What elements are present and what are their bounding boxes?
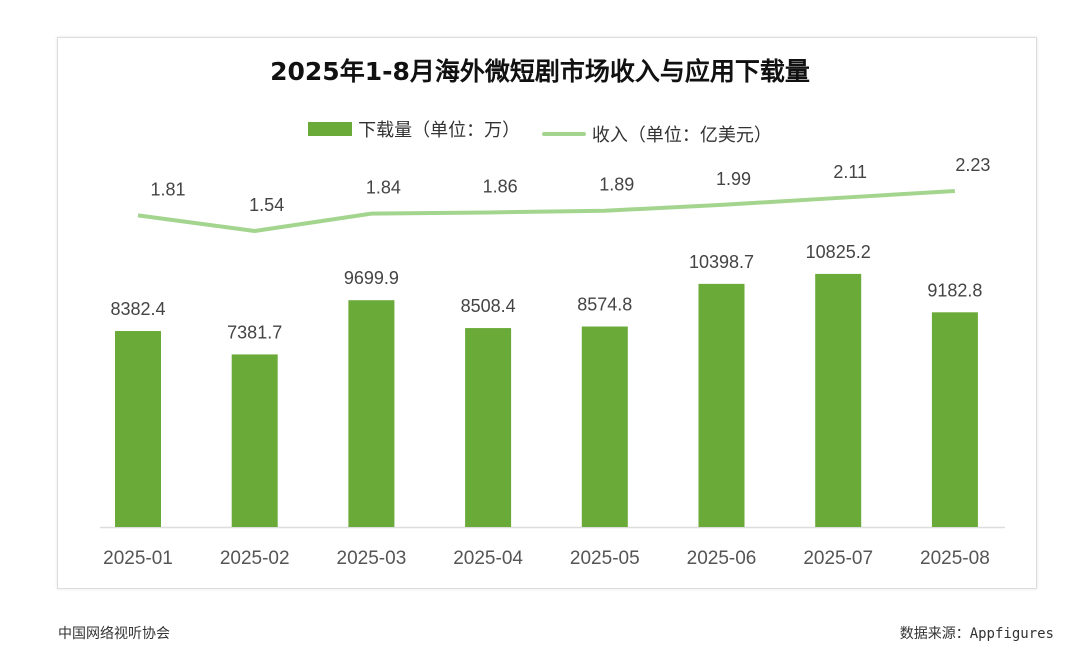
legend-swatch-line (541, 132, 586, 136)
bar-2025-04 (465, 328, 512, 527)
legend-item-revenue: 收入（单位：亿美元） (541, 121, 772, 147)
bar-2025-06 (698, 283, 745, 527)
x-tick-2025-01: 2025-01 (103, 548, 173, 569)
revenue-line (137, 188, 956, 233)
line-label-2025-08: 2.23 (955, 155, 990, 175)
x-tick-2025-06: 2025-06 (687, 548, 757, 569)
bar-label-2025-05: 8574.8 (577, 295, 632, 315)
legend-label-downloads: 下载量（单位：万） (358, 120, 521, 141)
x-tick-2025-05: 2025-05 (570, 548, 640, 569)
line-label-2025-02: 1.54 (249, 195, 284, 215)
bar-2025-03 (348, 300, 395, 527)
legend-swatch-bar (308, 122, 353, 136)
bar-label-2025-06: 10398.7 (689, 252, 754, 272)
footer-org: 中国网络视听协会 (58, 626, 170, 642)
bar-label-2025-03: 9699.9 (344, 268, 399, 288)
x-tick-2025-08: 2025-08 (920, 548, 990, 569)
bar-2025-02 (231, 354, 278, 527)
chart-frame (57, 37, 1037, 589)
bar-2025-05 (581, 326, 628, 527)
bar-label-2025-01: 8382.4 (110, 299, 165, 319)
line-label-2025-06: 1.99 (716, 169, 751, 189)
line-label-2025-04: 1.86 (483, 176, 518, 196)
line-label-2025-05: 1.89 (599, 175, 634, 195)
chart-title: 2025年1-8月海外微短剧市场收入与应用下载量 (270, 57, 810, 86)
legend-label-revenue: 收入（单位：亿美元） (591, 125, 772, 146)
bar-2025-08 (931, 312, 978, 527)
line-label-2025-03: 1.84 (366, 178, 401, 198)
bar-label-2025-08: 9182.8 (927, 280, 982, 300)
bar-label-2025-07: 10825.2 (806, 242, 871, 262)
legend: 下载量（单位：万） 收入（单位：亿美元） (0, 116, 1080, 147)
bar-2025-07 (815, 273, 862, 527)
bar-2025-01 (115, 331, 161, 527)
x-tick-2025-02: 2025-02 (220, 548, 290, 569)
x-tick-2025-04: 2025-04 (453, 548, 523, 569)
x-tick-2025-03: 2025-03 (337, 548, 407, 569)
footer-source: 数据来源：Appfigures (899, 626, 1054, 642)
legend-item-downloads: 下载量（单位：万） (308, 116, 520, 142)
bar-label-2025-04: 8508.4 (461, 296, 516, 316)
x-tick-2025-07: 2025-07 (803, 548, 873, 569)
line-label-2025-01: 1.81 (150, 179, 185, 199)
line-label-2025-07: 2.11 (833, 162, 867, 182)
bar-label-2025-02: 7381.7 (227, 322, 282, 342)
